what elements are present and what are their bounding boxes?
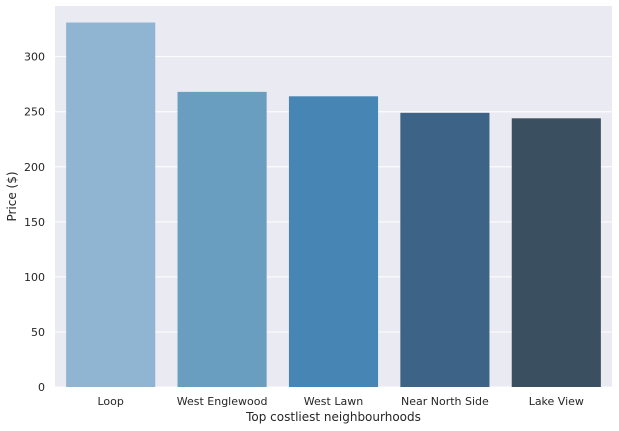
- bar-lake-view: [511, 118, 601, 387]
- bar-loop: [66, 22, 156, 388]
- y-tick-label: 150: [24, 216, 45, 229]
- y-tick-label: 50: [31, 326, 45, 339]
- y-tick-label: 250: [24, 106, 45, 119]
- x-axis-ticks: Loop West Englewood West Lawn Near North Si…: [98, 395, 584, 408]
- y-axis-ticks: 0 50 100 150 200 250 300: [24, 51, 45, 394]
- y-tick-label: 200: [24, 161, 45, 174]
- x-tick-label: Near North Side: [401, 395, 489, 408]
- x-tick-label: West Englewood: [177, 395, 268, 408]
- bars: [66, 22, 601, 388]
- x-tick-label: Lake View: [529, 395, 584, 408]
- y-tick-label: 300: [24, 51, 45, 64]
- x-tick-label: Loop: [98, 395, 124, 408]
- y-axis-label: Price ($): [5, 171, 19, 221]
- x-axis-label: Top costliest neighbourhoods: [245, 410, 421, 424]
- bar-near-north-side: [400, 112, 490, 388]
- bar-west-lawn: [288, 96, 379, 387]
- y-tick-label: 100: [24, 271, 45, 284]
- bar-west-englewood: [177, 91, 267, 388]
- y-tick-label: 0: [38, 381, 45, 394]
- x-tick-label: West Lawn: [304, 395, 363, 408]
